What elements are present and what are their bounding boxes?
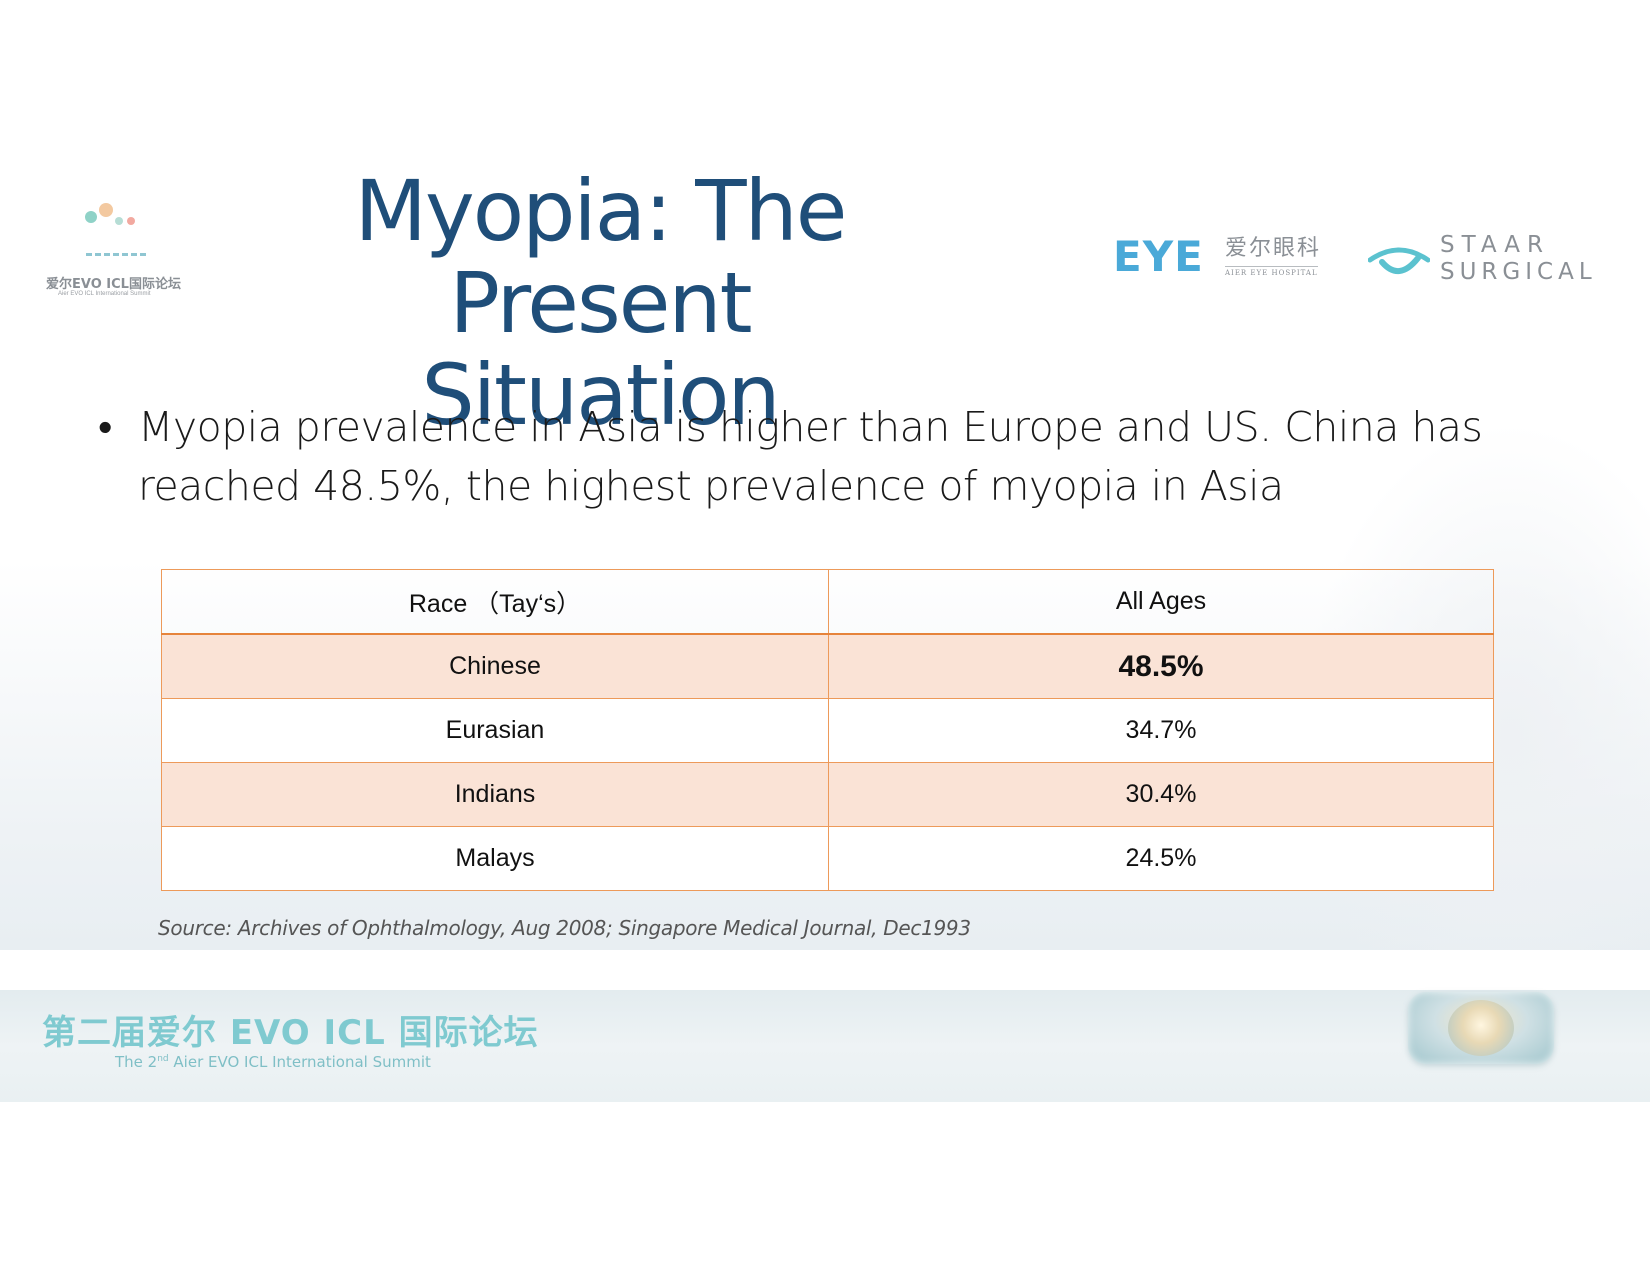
table-cell-value: 34.7% xyxy=(828,698,1494,763)
table-cell-race: Eurasian xyxy=(161,698,829,763)
source-citation: Source: Archives of Ophthalmology, Aug 2… xyxy=(158,916,971,940)
summit-logo-text-en: Aier EVO ICL International Summit xyxy=(58,291,151,297)
summit-logo: 爱尔EVO ICL国际论坛 Aier EVO ICL International… xyxy=(40,195,190,305)
eye-logo-mark: EYE xyxy=(1113,232,1204,281)
footer-subtitle-prefix: The 2 xyxy=(115,1053,158,1071)
table-cell-race: Malays xyxy=(161,826,829,891)
footer-band xyxy=(0,990,1650,1102)
bullet-symbol: • xyxy=(98,403,112,451)
table-cell-value: 48.5% xyxy=(828,633,1494,699)
table-row: Chinese 48.5% xyxy=(161,633,1494,699)
page-title-line2: Situation xyxy=(421,346,780,444)
table-row: Indians 30.4% xyxy=(161,762,1494,827)
staar-logo-line1: STAAR xyxy=(1440,232,1550,258)
table-cell-value: 24.5% xyxy=(828,826,1494,891)
staar-surgical-logo: STAAR SURGICAL xyxy=(1368,232,1608,292)
table-header-row: Race （Tay‘s） All Ages xyxy=(161,569,1494,635)
footer-subtitle-sup: nd xyxy=(157,1054,169,1064)
table-row: Eurasian 34.7% xyxy=(161,698,1494,763)
bullet-text: Myopia prevalence in Asia is higher than… xyxy=(138,403,1483,510)
footer-subtitle-suffix: Aier EVO ICL International Summit xyxy=(168,1053,431,1071)
summit-logo-arc xyxy=(86,253,146,264)
staar-eye-icon xyxy=(1368,247,1430,274)
table-cell-race: Chinese xyxy=(161,633,829,699)
table-cell-value: 30.4% xyxy=(828,762,1494,827)
aier-eye-logo: EYE 爱尔眼科 AIER EYE HOSPITAL xyxy=(1113,236,1333,286)
summit-logo-dots xyxy=(85,203,145,233)
table-header-all-ages: All Ages xyxy=(828,569,1494,635)
footer-subtitle: The 2nd Aier EVO ICL International Summi… xyxy=(115,1053,431,1071)
footer-title-cn: 第二届爱尔 EVO ICL 国际论坛 xyxy=(42,1013,539,1053)
myopia-prevalence-table: Race （Tay‘s） All Ages Chinese 48.5% Eura… xyxy=(161,569,1494,891)
eye-logo-text-cn: 爱尔眼科 xyxy=(1225,236,1322,261)
table-header-race: Race （Tay‘s） xyxy=(161,569,829,635)
page-title: Myopia: The Present Situation xyxy=(200,165,1000,441)
table-cell-race: Indians xyxy=(161,762,829,827)
bullet-point: • Myopia prevalence in Asia is higher th… xyxy=(98,398,1568,516)
footer-lens-image-center xyxy=(1448,1000,1514,1056)
page-title-line1: Myopia: The Present xyxy=(354,162,848,352)
footer-lens-image xyxy=(1408,992,1554,1064)
summit-logo-text-cn: 爱尔EVO ICL国际论坛 xyxy=(46,277,181,292)
table-row: Malays 24.5% xyxy=(161,826,1494,891)
staar-logo-line2: SURGICAL xyxy=(1440,259,1597,285)
eye-logo-text-en: AIER EYE HOSPITAL xyxy=(1225,266,1318,277)
